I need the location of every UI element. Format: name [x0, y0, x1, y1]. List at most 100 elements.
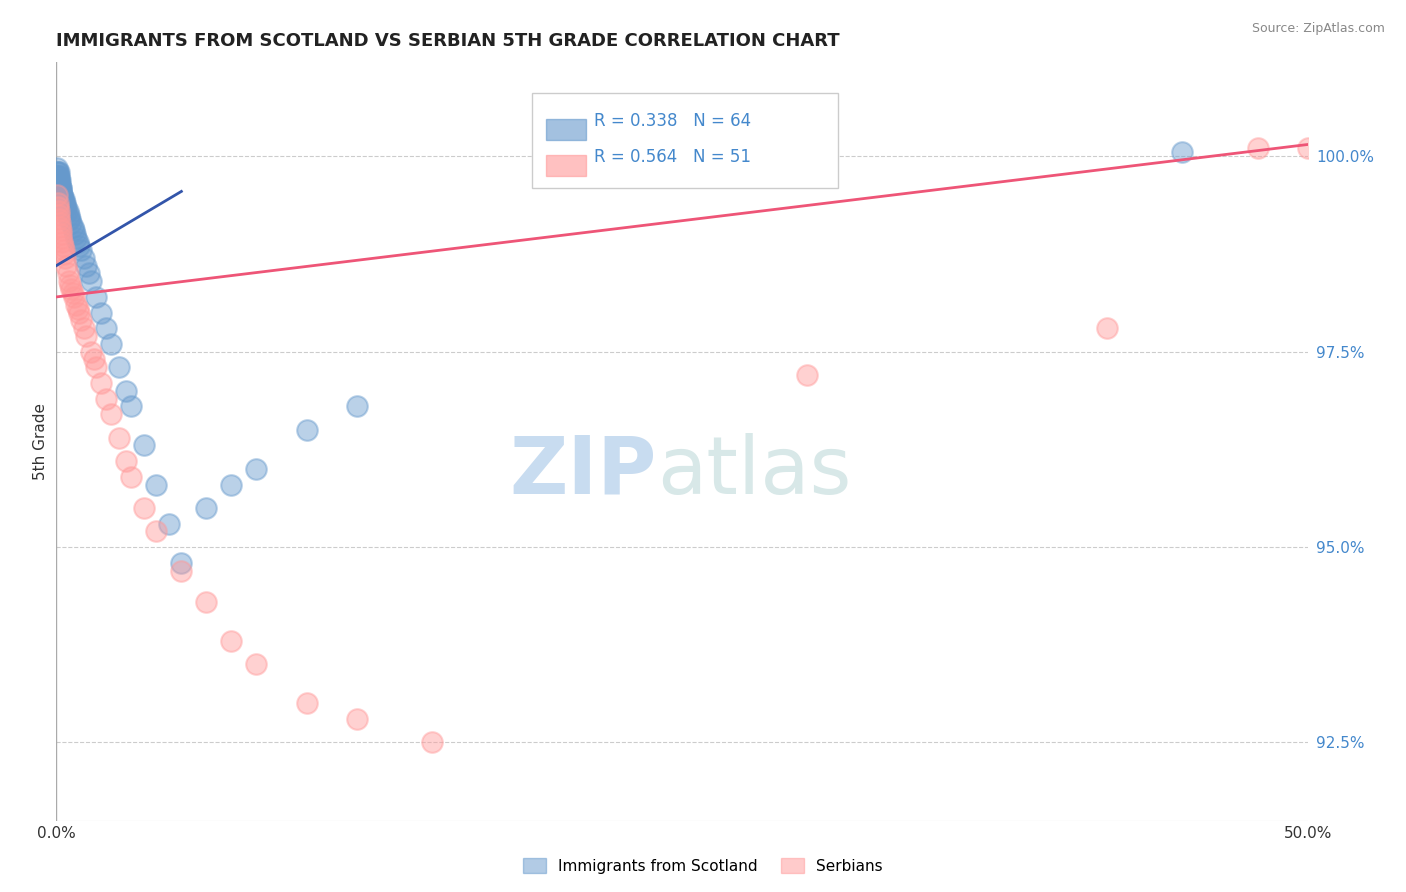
- Point: [132, 438, 155, 452]
- Point: [84, 290, 107, 304]
- Point: [59, 278, 82, 293]
- Point: [100, 407, 122, 421]
- Point: [83, 352, 105, 367]
- Point: [245, 657, 267, 672]
- Point: [51, 227, 73, 242]
- Y-axis label: 5th Grade: 5th Grade: [32, 403, 48, 480]
- Point: [58, 208, 80, 222]
- Point: [52, 200, 75, 214]
- Point: [73, 321, 96, 335]
- Point: [120, 400, 142, 414]
- Point: [59, 211, 82, 226]
- Point: [51, 235, 73, 250]
- Point: [55, 203, 77, 218]
- Point: [49, 177, 72, 191]
- Point: [49, 185, 72, 199]
- Point: [53, 196, 76, 211]
- Point: [108, 360, 131, 375]
- Point: [55, 259, 77, 273]
- Point: [63, 227, 86, 242]
- Point: [66, 301, 89, 316]
- Text: R = 0.564   N = 51: R = 0.564 N = 51: [595, 148, 751, 166]
- Point: [96, 392, 118, 406]
- FancyBboxPatch shape: [546, 119, 585, 140]
- Point: [70, 243, 93, 257]
- Point: [65, 298, 87, 312]
- Point: [46, 165, 69, 179]
- Point: [90, 305, 112, 319]
- Point: [48, 177, 70, 191]
- Point: [1171, 145, 1194, 160]
- Point: [49, 172, 72, 186]
- Point: [67, 239, 90, 253]
- Point: [56, 267, 79, 281]
- Point: [52, 196, 75, 211]
- Point: [75, 259, 97, 273]
- Text: atlas: atlas: [657, 433, 851, 511]
- Point: [1296, 141, 1319, 155]
- Point: [48, 203, 70, 218]
- Point: [48, 172, 70, 186]
- Point: [51, 231, 73, 245]
- Point: [90, 376, 112, 390]
- Point: [346, 712, 368, 726]
- Point: [46, 165, 69, 179]
- Point: [195, 500, 218, 515]
- Point: [295, 697, 318, 711]
- Point: [115, 384, 138, 398]
- Point: [51, 188, 73, 202]
- Point: [221, 633, 243, 648]
- Point: [48, 211, 70, 226]
- Point: [145, 524, 167, 539]
- Legend: Immigrants from Scotland, Serbians: Immigrants from Scotland, Serbians: [517, 852, 889, 880]
- Point: [51, 180, 73, 194]
- Point: [58, 211, 80, 226]
- Point: [51, 192, 73, 206]
- Point: [46, 196, 69, 211]
- Point: [1246, 141, 1268, 155]
- Point: [170, 564, 193, 578]
- Point: [48, 208, 70, 222]
- Point: [65, 231, 87, 245]
- Point: [420, 735, 443, 749]
- Point: [100, 336, 122, 351]
- Point: [96, 321, 118, 335]
- Point: [80, 344, 103, 359]
- Point: [49, 180, 72, 194]
- Point: [46, 188, 69, 202]
- Point: [52, 243, 75, 257]
- Point: [62, 219, 84, 234]
- Point: [346, 400, 368, 414]
- Point: [46, 172, 69, 186]
- Point: [60, 216, 83, 230]
- Point: [49, 219, 72, 234]
- Point: [53, 251, 76, 265]
- Text: ZIP: ZIP: [509, 433, 657, 511]
- Point: [62, 286, 84, 301]
- Point: [66, 235, 89, 250]
- Point: [46, 169, 69, 183]
- Point: [51, 188, 73, 202]
- Point: [51, 188, 73, 202]
- Point: [84, 360, 107, 375]
- Point: [46, 169, 69, 183]
- Point: [132, 500, 155, 515]
- Point: [62, 290, 84, 304]
- Point: [48, 172, 70, 186]
- Point: [49, 180, 72, 194]
- Point: [55, 200, 77, 214]
- Point: [62, 223, 84, 237]
- Point: [796, 368, 818, 383]
- Point: [70, 313, 93, 327]
- Point: [75, 329, 97, 343]
- Point: [145, 477, 167, 491]
- Point: [46, 161, 69, 175]
- Point: [56, 203, 79, 218]
- Point: [52, 192, 75, 206]
- Point: [58, 274, 80, 288]
- FancyBboxPatch shape: [531, 93, 838, 187]
- Point: [52, 247, 75, 261]
- Point: [170, 556, 193, 570]
- Point: [295, 423, 318, 437]
- Point: [73, 251, 96, 265]
